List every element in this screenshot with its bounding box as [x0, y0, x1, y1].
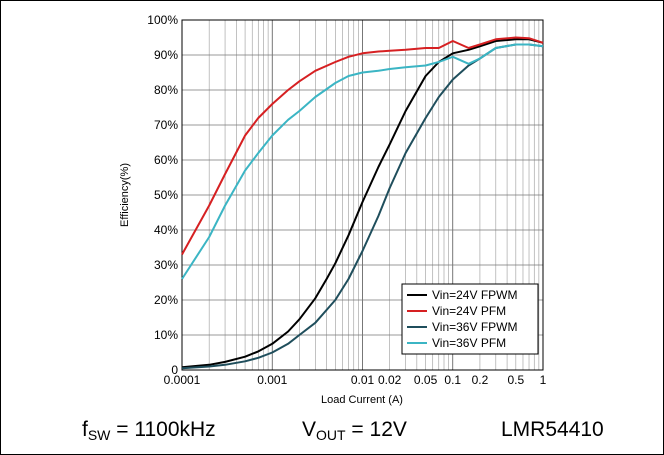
y-tick-label: 60%	[154, 153, 178, 167]
x-tick-label: 0.01	[351, 373, 375, 387]
y-tick-label: 80%	[154, 83, 178, 97]
x-tick-label: 0.02	[378, 373, 402, 387]
y-tick-label: 70%	[154, 118, 178, 132]
vout-prefix: V	[302, 418, 317, 441]
y-axis-label: Efficiency(%)	[119, 163, 131, 227]
series-layer	[181, 36, 544, 370]
x-tick-label: 0.05	[414, 373, 438, 387]
y-tick-label: 40%	[154, 223, 178, 237]
vout-value: = 12V	[345, 418, 407, 441]
y-tick-label: 10%	[154, 328, 178, 342]
series-line-1	[181, 38, 544, 369]
y-tick-label: 0	[171, 363, 178, 377]
x-tick-label: 1	[540, 373, 547, 387]
x-tick-labels: 0.0001 0.001 0.01 0.02 0.05 0.1 0.2 0.5 1	[164, 373, 547, 387]
x-tick-label: 0.1	[444, 373, 461, 387]
vout-subscript: OUT	[316, 427, 346, 443]
switching-frequency-label: fSW = 1100kHz	[82, 418, 216, 443]
x-tick-label: 0.5	[507, 373, 524, 387]
y-tick-label: 50%	[154, 188, 178, 202]
plot-area-border	[181, 19, 544, 371]
efficiency-chart: 010%20%30%40%50%60%70%80%90%100% 0.0001 0…	[119, 13, 547, 406]
legend: Vin=24V FPWM Vin=24V PFM Vin=36V FPWM Vin=3…	[401, 283, 539, 355]
y-tick-label: 90%	[154, 48, 178, 62]
series-line-4	[181, 43, 544, 280]
series-line-2	[181, 36, 544, 255]
legend-entry: Vin=24V FPWM	[432, 288, 517, 302]
x-tick-label: 0.001	[257, 373, 287, 387]
part-number-label: LMR54410	[501, 418, 604, 441]
y-tick-label: 20%	[154, 293, 178, 307]
legend-entry: Vin=24V PFM	[432, 304, 506, 318]
x-axis-label: Load Current (A)	[321, 394, 403, 406]
fsw-prefix: f	[82, 418, 88, 441]
fsw-subscript: SW	[87, 427, 111, 443]
x-tick-label: 0.2	[472, 373, 489, 387]
fsw-value: = 1100kHz	[110, 418, 216, 441]
output-voltage-label: VOUT = 12V	[302, 418, 407, 443]
x-tick-label: 0.0001	[164, 373, 201, 387]
y-tick-label: 30%	[154, 258, 178, 272]
legend-entry: Vin=36V FPWM	[432, 320, 517, 334]
y-tick-label: 100%	[147, 13, 178, 27]
legend-entry: Vin=36V PFM	[432, 336, 506, 350]
y-tick-labels: 0 10% 20% 30% 40% 50% 60% 70% 80% 90% 100%	[147, 13, 178, 377]
